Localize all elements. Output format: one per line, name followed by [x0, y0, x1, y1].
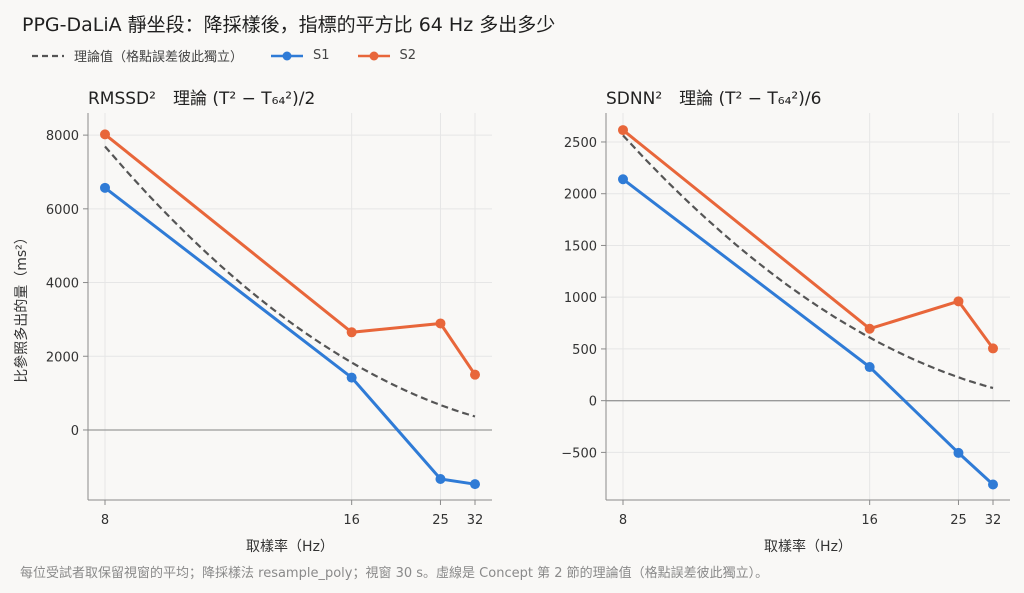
- x-tick-label: 8: [619, 513, 627, 528]
- data-point-s1: [988, 479, 998, 490]
- y-tick-label: 2500: [564, 136, 597, 151]
- figure-caption: 每位受試者取保留視窗的平均；降採樣法 resample_poly；視窗 30 s…: [20, 566, 769, 581]
- legend-label-s1: S1: [313, 48, 330, 63]
- y-tick-label: 6000: [46, 203, 79, 218]
- y-tick-label: 0: [589, 395, 597, 410]
- y-tick-label: 8000: [46, 129, 79, 144]
- legend-item-theory: 理論值（格點誤差彼此獨立）: [30, 46, 243, 65]
- x-tick-label: 32: [985, 513, 1002, 528]
- data-point-s2: [470, 369, 480, 380]
- panel-title: RMSSD² 理論 (T² − T₆₄²)/2: [88, 89, 315, 109]
- series-line-s1: [104, 186, 476, 486]
- data-point-s1: [864, 362, 875, 373]
- y-tick-label: 2000: [46, 350, 79, 365]
- legend-item-s1: S1: [269, 48, 330, 63]
- data-point-s2: [988, 343, 998, 354]
- x-tick-label: 25: [432, 513, 449, 528]
- series-line-s2: [104, 133, 477, 376]
- series-line-s2: [622, 128, 995, 350]
- legend-label-theory: 理論值（格點誤差彼此獨立）: [74, 50, 244, 65]
- figure-title: PPG-DaLiA 靜坐段：降採樣後，指標的平方比 64 Hz 多出多少: [22, 14, 556, 36]
- x-tick-label: 16: [343, 513, 360, 528]
- x-axis-label: 取樣率（Hz）: [246, 538, 334, 555]
- x-tick-label: 32: [467, 513, 484, 528]
- data-point-s1: [346, 372, 357, 383]
- legend-item-s2: S2: [356, 48, 417, 63]
- data-point-s2: [618, 125, 628, 136]
- panel-title: SDNN² 理論 (T² − T₆₄²)/6: [606, 89, 821, 109]
- y-tick-label: −500: [561, 446, 597, 461]
- legend-dashed-line-icon: [32, 54, 64, 57]
- x-tick-label: 16: [861, 513, 878, 528]
- y-tick-label: 500: [572, 343, 597, 358]
- y-tick-label: 1500: [564, 239, 597, 254]
- x-tick-label: 8: [101, 513, 109, 528]
- x-tick-label: 25: [950, 513, 967, 528]
- data-point-s2: [435, 318, 446, 329]
- data-point-s2: [346, 327, 357, 338]
- chart-panel-1: 0 2000 4000 6000 8000 8 16 25 32 RMSSD² 理論 (T² − …: [13, 89, 492, 555]
- legend-line-marker-icon: [357, 51, 390, 60]
- y-tick-label: 2000: [564, 188, 597, 203]
- y-tick-label: 4000: [46, 277, 79, 292]
- data-point-s2: [100, 129, 110, 140]
- data-point-s1: [618, 174, 628, 185]
- series-line-s1: [622, 178, 995, 486]
- legend: 理論值（格點誤差彼此獨立） S1 S2: [30, 46, 442, 65]
- legend-label-s2: S2: [399, 48, 417, 63]
- x-axis-label: 取樣率（Hz）: [764, 538, 852, 555]
- y-tick-label: 0: [71, 424, 79, 439]
- y-axis-label: 比參照多出的量（ms²）: [13, 230, 30, 383]
- theory-curve: [622, 134, 994, 390]
- data-point-s1: [470, 479, 480, 490]
- data-point-s2: [953, 296, 964, 307]
- data-point-s2: [864, 323, 875, 334]
- data-point-s1: [435, 473, 446, 484]
- y-tick-label: 1000: [564, 291, 597, 306]
- data-point-s1: [953, 447, 964, 458]
- theory-curve: [104, 145, 476, 418]
- legend-line-marker-icon: [271, 51, 304, 60]
- chart-panel-2: −500 0 500 1000 1500 2000 2500 8 16 25 32 SDNN² 理論 …: [561, 89, 1010, 555]
- data-point-s1: [100, 182, 110, 193]
